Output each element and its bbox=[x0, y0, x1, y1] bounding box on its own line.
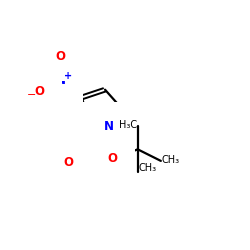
Text: O: O bbox=[34, 85, 44, 98]
Text: +: + bbox=[64, 71, 72, 81]
Text: O: O bbox=[64, 156, 74, 169]
Text: N: N bbox=[104, 120, 114, 133]
Text: N: N bbox=[56, 74, 66, 86]
Text: O: O bbox=[108, 152, 118, 166]
Text: H₃C: H₃C bbox=[119, 120, 137, 130]
Text: O: O bbox=[56, 50, 66, 64]
Text: CH₃: CH₃ bbox=[139, 164, 157, 173]
Text: N: N bbox=[84, 120, 94, 133]
Text: CH₃: CH₃ bbox=[162, 155, 180, 165]
Text: −: − bbox=[27, 90, 36, 101]
